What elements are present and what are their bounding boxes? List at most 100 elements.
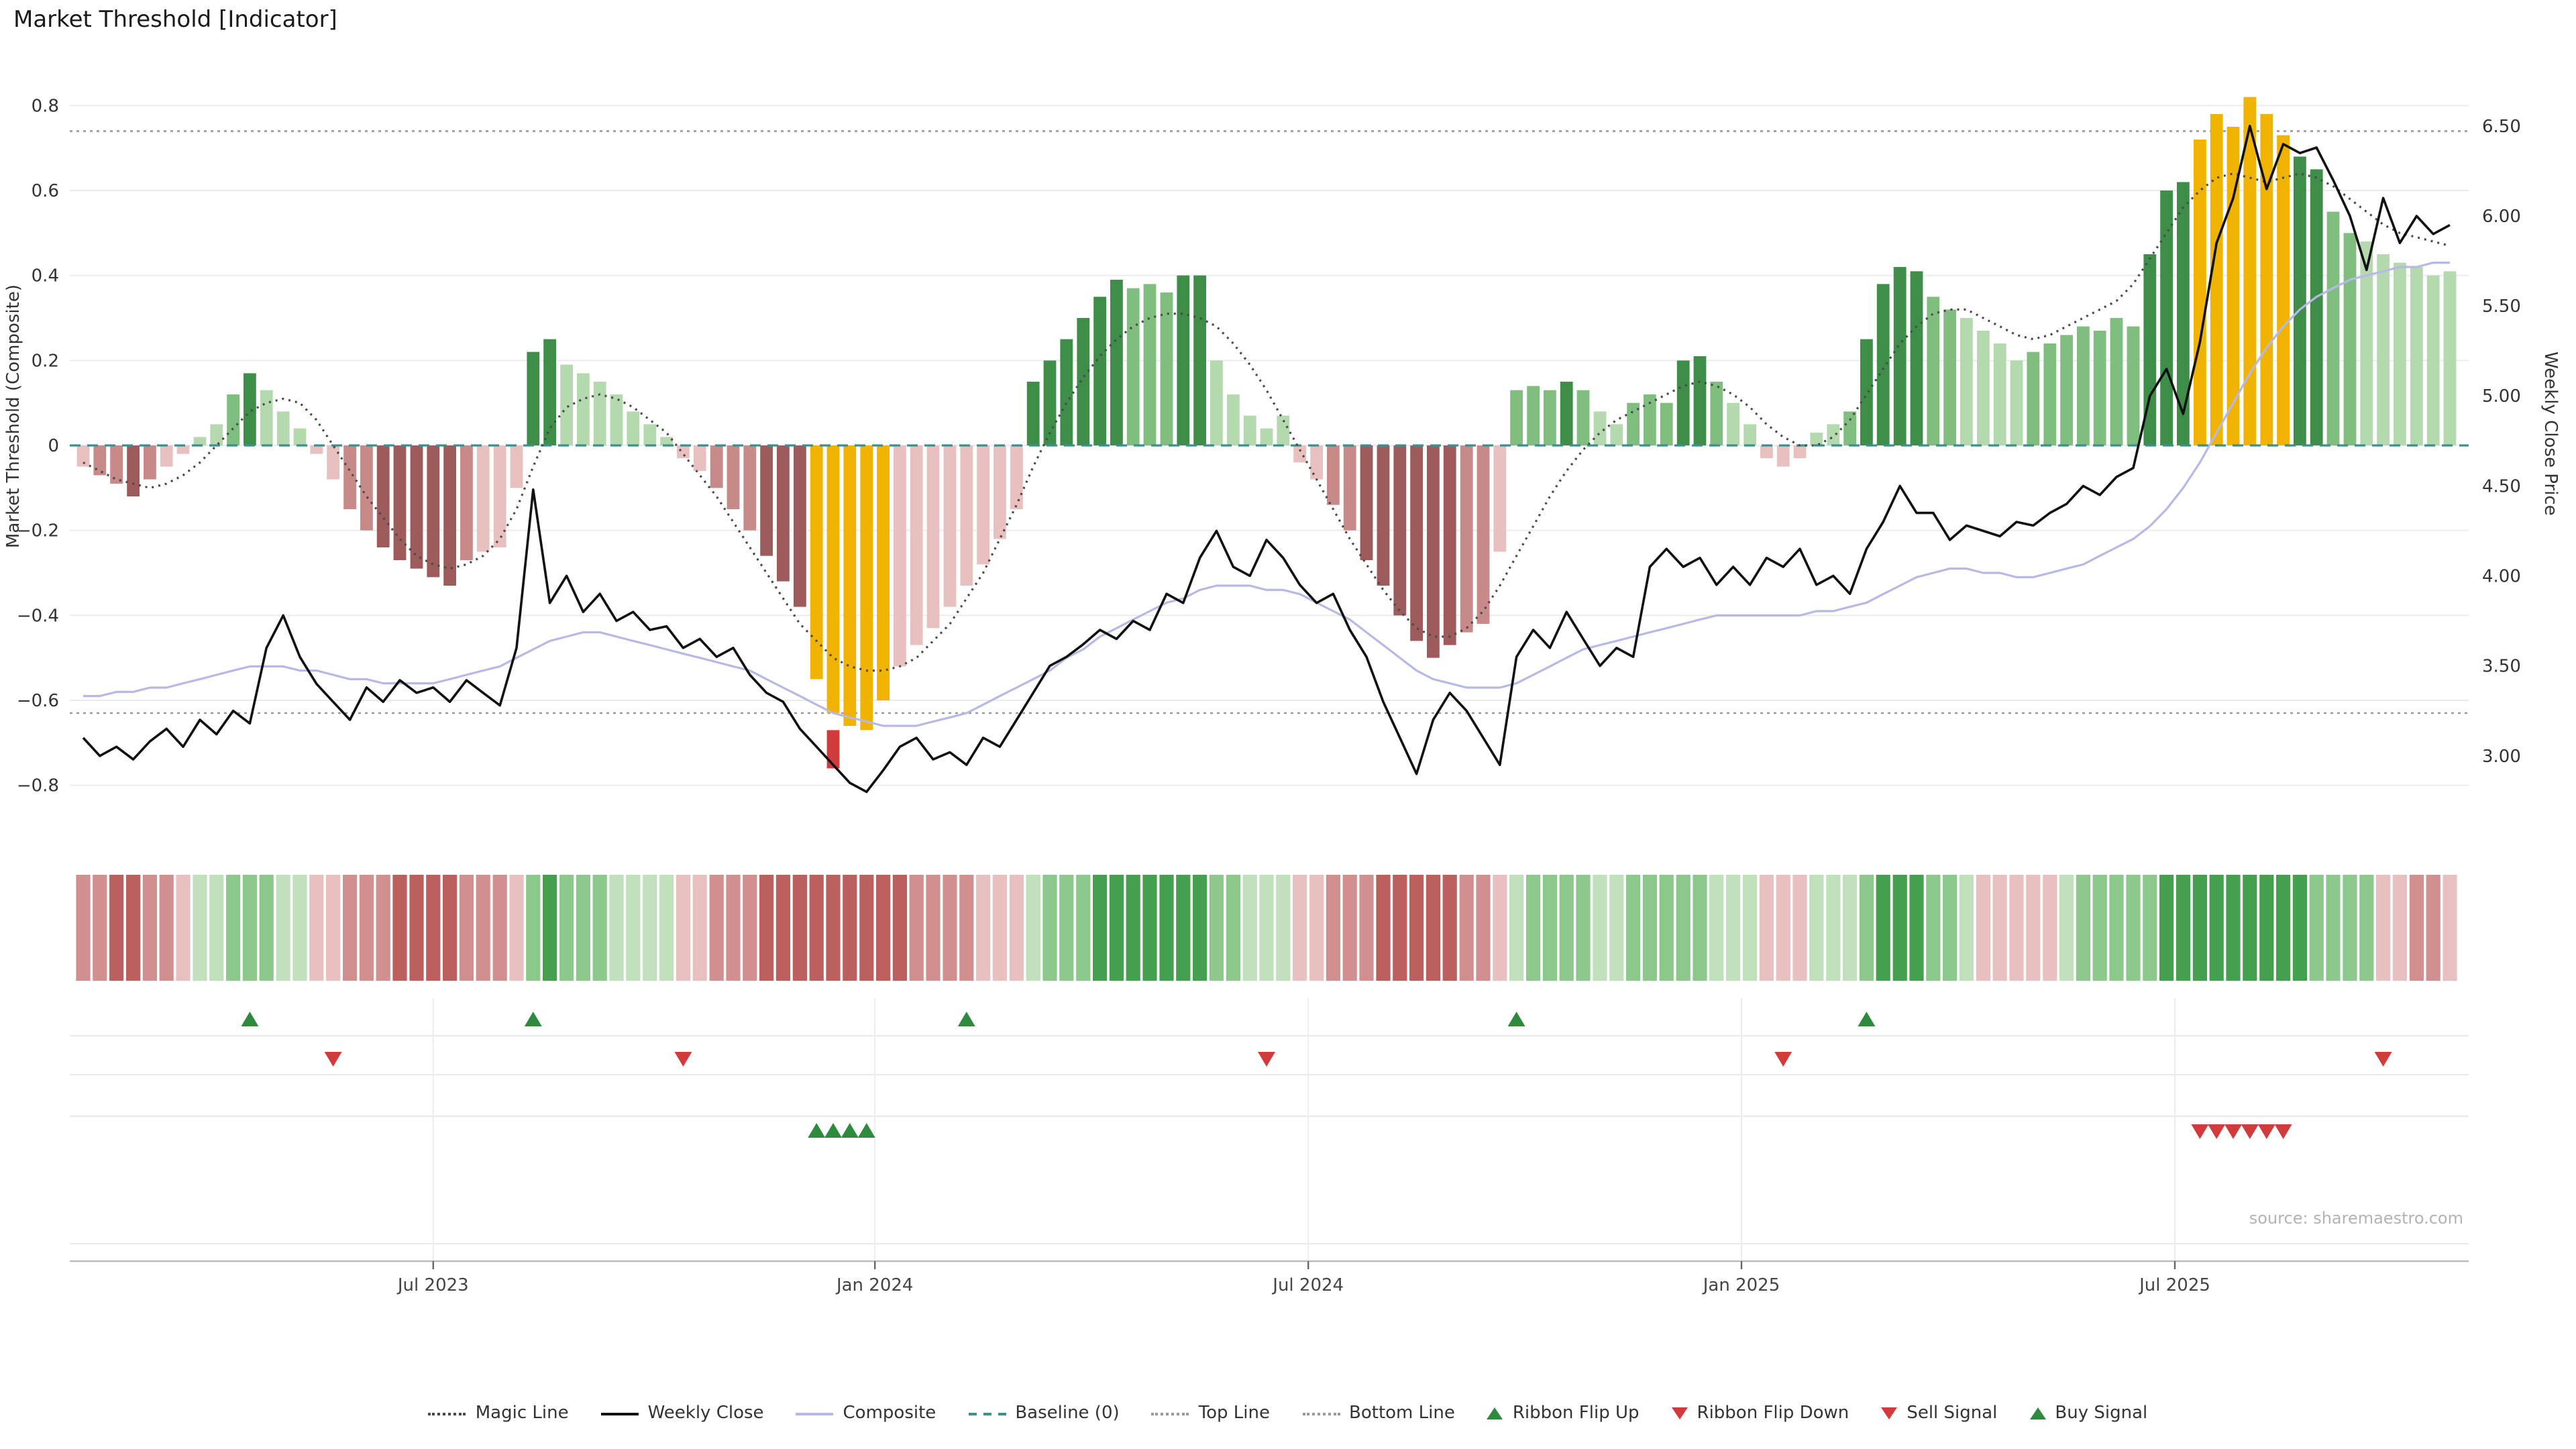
threshold-bar: [1627, 402, 1640, 445]
ribbon-cell: [2092, 875, 2107, 981]
legend-label: Top Line: [1198, 1403, 1270, 1424]
ribbon-cell: [76, 875, 91, 981]
legend-label: Ribbon Flip Up: [1512, 1403, 1640, 1424]
ribbon-cell: [2059, 875, 2074, 981]
ribbon-cell: [659, 875, 674, 981]
threshold-bar: [643, 424, 657, 445]
threshold-bar: [610, 394, 623, 445]
threshold-bar: [460, 445, 473, 560]
ribbon-cell: [242, 875, 257, 981]
left-axis-tick-label: −0.8: [17, 776, 59, 796]
ribbon-cell: [576, 875, 590, 981]
threshold-bar: [810, 445, 823, 680]
left-axis-tick-label: 0.8: [32, 96, 59, 116]
threshold-bar: [926, 445, 940, 629]
threshold-bar: [1410, 445, 1423, 641]
ribbon-cell: [109, 875, 124, 981]
left-axis-tick-label: −0.2: [17, 521, 59, 541]
ribbon-cell: [1193, 875, 1208, 981]
threshold-bar: [1060, 339, 1073, 445]
threshold-bar: [76, 445, 90, 467]
ribbon-cell: [476, 875, 490, 981]
threshold-bar: [2360, 241, 2373, 445]
threshold-bar: [276, 411, 290, 445]
legend-label: Ribbon Flip Down: [1697, 1403, 1849, 1424]
threshold-bar: [1760, 445, 1773, 458]
ribbon-cell: [392, 875, 407, 981]
threshold-bar: [1493, 445, 1507, 552]
threshold-bar: [1026, 382, 1040, 445]
threshold-bar: [2326, 211, 2340, 445]
ribbon-cell: [609, 875, 624, 981]
threshold-bar: [1077, 318, 1090, 445]
ribbon-cell: [692, 875, 707, 981]
threshold-bar: [1743, 424, 1756, 445]
threshold-bar: [1843, 411, 1856, 445]
ribbon-flip-up-icon: [957, 1012, 975, 1026]
ribbon-cell: [775, 875, 790, 981]
threshold-bar: [1260, 428, 1273, 445]
threshold-bar: [210, 424, 223, 445]
ribbon-flip-up-icon: [1858, 1012, 1876, 1026]
ribbon-cell: [959, 875, 974, 981]
ribbon-flip-down-icon: [324, 1052, 342, 1067]
ribbon-cell: [1009, 875, 1024, 981]
threshold-bar: [1910, 271, 1923, 445]
ribbon-cell: [1926, 875, 1941, 981]
threshold-bar: [327, 445, 339, 480]
threshold-bar: [1310, 445, 1323, 480]
ribbon-cell: [176, 875, 191, 981]
ribbon-cell: [559, 875, 574, 981]
legend-item-sell-signal: Sell Signal: [1881, 1403, 1997, 1424]
ribbon-cell: [126, 875, 141, 981]
ribbon-cell: [1826, 875, 1841, 981]
threshold-bar: [577, 373, 590, 445]
x-axis-tick-label: Jul 2023: [396, 1275, 469, 1295]
legend-item-ribbon-flip-down: Ribbon Flip Down: [1671, 1403, 1849, 1424]
threshold-bar: [1227, 394, 1240, 445]
legend-item-bottom-line: Bottom Line: [1302, 1403, 1455, 1424]
threshold-bar: [2426, 275, 2440, 445]
threshold-bar: [2194, 140, 2206, 445]
ribbon-cell: [1442, 875, 1457, 981]
ribbon-cell: [1176, 875, 1191, 981]
threshold-bar: [1660, 402, 1673, 445]
ribbon-flip-up-icon: [1487, 1407, 1503, 1419]
composite-line-swatch: [796, 1412, 834, 1415]
threshold-bar: [1193, 275, 1206, 445]
threshold-bar: [1443, 445, 1456, 645]
ribbon-flip-down-icon: [1671, 1407, 1688, 1419]
ribbon-cell: [1342, 875, 1357, 981]
ribbon-cell: [1709, 875, 1724, 981]
composite-line: [83, 262, 2450, 727]
ribbon-flip-up-icon: [524, 1012, 542, 1026]
ribbon-cell: [1459, 875, 1474, 981]
weekly-close-line-swatch: [600, 1412, 639, 1415]
ribbon-cell: [526, 875, 541, 981]
ribbon-cell: [1976, 875, 1990, 981]
threshold-bar: [360, 445, 373, 531]
threshold-bar: [693, 445, 706, 471]
threshold-bar: [943, 445, 957, 607]
threshold-bar: [343, 445, 356, 509]
ribbon-cell: [376, 875, 390, 981]
ribbon-cell: [1093, 875, 1108, 981]
threshold-bar: [2343, 233, 2357, 445]
sell-signal-icon: [2191, 1124, 2209, 1139]
ribbon-cell: [2192, 875, 2207, 981]
threshold-bar: [2060, 335, 2073, 445]
threshold-bar: [2010, 360, 2023, 445]
threshold-bar: [777, 445, 790, 582]
ribbon-flip-up-icon: [241, 1012, 259, 1026]
threshold-bar: [1560, 382, 1573, 445]
legend-label: Composite: [843, 1403, 936, 1424]
threshold-bar: [176, 445, 190, 454]
ribbon-cell: [1409, 875, 1424, 981]
magic-line: [83, 172, 2451, 672]
threshold-bar: [2077, 326, 2090, 445]
magic-line-line-swatch: [428, 1412, 466, 1415]
threshold-bar: [393, 445, 407, 560]
threshold-bar: [1710, 382, 1723, 445]
ribbon-cell: [1042, 875, 1057, 981]
ribbon-cell: [1359, 875, 1374, 981]
